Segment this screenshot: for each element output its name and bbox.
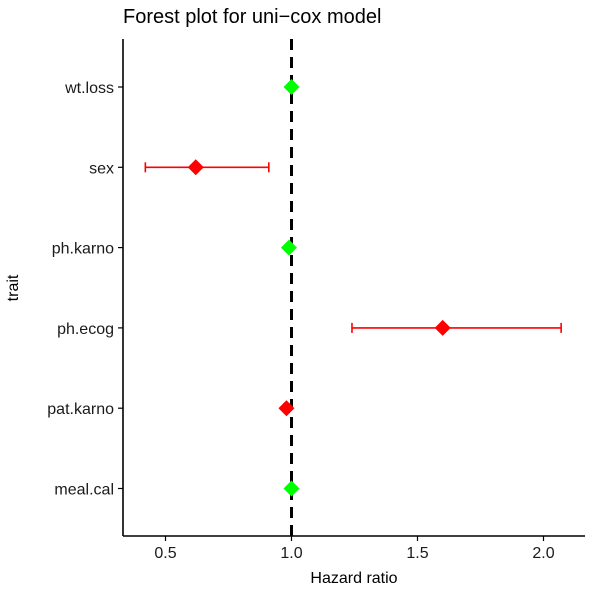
x-tick-label: 2.0 <box>532 545 554 562</box>
y-tick-label: ph.ecog <box>57 321 114 338</box>
x-tick-label: 1.0 <box>280 545 302 562</box>
point-estimate-diamond <box>434 319 451 336</box>
y-tick-label: sex <box>89 160 114 177</box>
forest-row-sex <box>144 159 270 176</box>
x-tick-label: 1.5 <box>406 545 428 562</box>
x-tick-label: 0.5 <box>154 545 176 562</box>
y-axis-title: trait <box>5 274 22 301</box>
forest-marks <box>144 79 562 497</box>
y-axis-ticks: wt.loss sex ph.karno ph.ecog pat.karno meal.c… <box>47 80 123 499</box>
forest-row-ph-karno <box>280 239 297 256</box>
point-estimate-diamond <box>187 159 204 176</box>
x-axis-ticks: 0.5 1.0 1.5 2.0 <box>154 536 555 562</box>
point-estimate-diamond <box>283 79 300 95</box>
y-tick-label: meal.cal <box>54 482 114 499</box>
forest-row-meal-cal <box>283 480 300 497</box>
point-estimate-diamond <box>278 400 295 417</box>
y-tick-label: ph.karno <box>52 241 114 258</box>
chart-title: Forest plot for uni−cox model <box>123 6 381 28</box>
point-estimate-diamond <box>283 480 300 497</box>
forest-row-pat-karno <box>278 400 295 417</box>
point-estimate-diamond <box>280 239 297 256</box>
x-axis-title: Hazard ratio <box>310 570 397 587</box>
forest-row-ph-ecog <box>351 319 562 336</box>
y-tick-label: wt.loss <box>64 80 114 97</box>
y-tick-label: pat.karno <box>47 401 114 418</box>
forest-row-wt-loss <box>283 79 300 95</box>
